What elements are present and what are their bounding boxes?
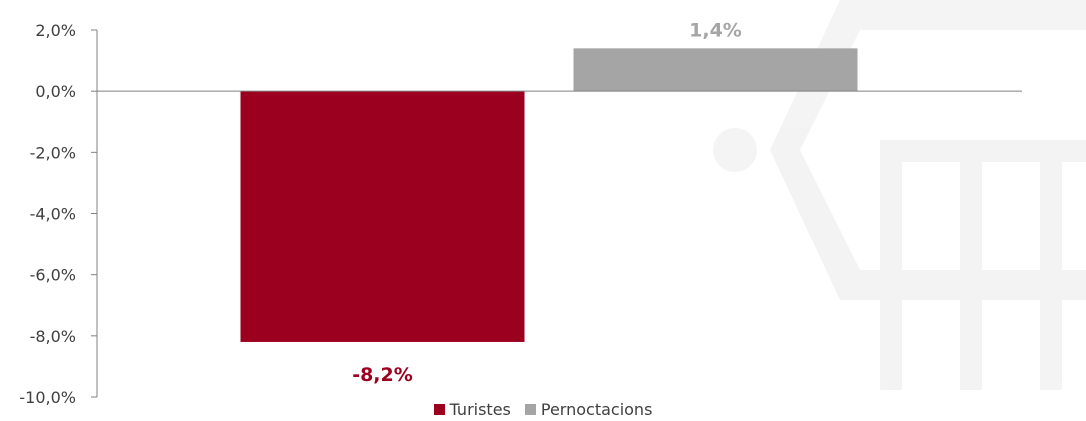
- legend-swatch-turistes: [433, 404, 445, 415]
- data-label-turistes: -8,2%: [352, 364, 413, 386]
- bars: [97, 48, 1022, 342]
- watermark-logo: [713, 0, 1086, 390]
- y-tick-label: -10,0%: [19, 388, 76, 407]
- legend-swatch-pernoctacions: [524, 404, 536, 415]
- bar-turistes: [240, 91, 525, 342]
- legend-label-pernoctacions: Pernoctacions: [540, 400, 653, 419]
- y-tick-label: -4,0%: [30, 205, 76, 224]
- y-tick-label: 2,0%: [35, 21, 76, 40]
- data-labels: -8,2% 1,4%: [352, 19, 742, 386]
- y-tick-label: -2,0%: [30, 143, 76, 162]
- y-tick-label: -6,0%: [30, 266, 76, 285]
- y-tick-label: -8,0%: [30, 327, 76, 346]
- y-axis: 2,0% 0,0% -2,0% -4,0% -6,0% -8,0% -10,0%: [19, 21, 98, 407]
- legend-label-turistes: Turistes: [449, 400, 511, 419]
- legend: Turistes Pernoctacions: [0, 400, 1086, 419]
- y-tick-label: 0,0%: [35, 82, 76, 101]
- bar-pernoctacions: [573, 48, 858, 92]
- legend-item-turistes: Turistes: [433, 400, 511, 419]
- data-label-pernoctacions: 1,4%: [689, 19, 742, 41]
- legend-item-pernoctacions: Pernoctacions: [524, 400, 653, 419]
